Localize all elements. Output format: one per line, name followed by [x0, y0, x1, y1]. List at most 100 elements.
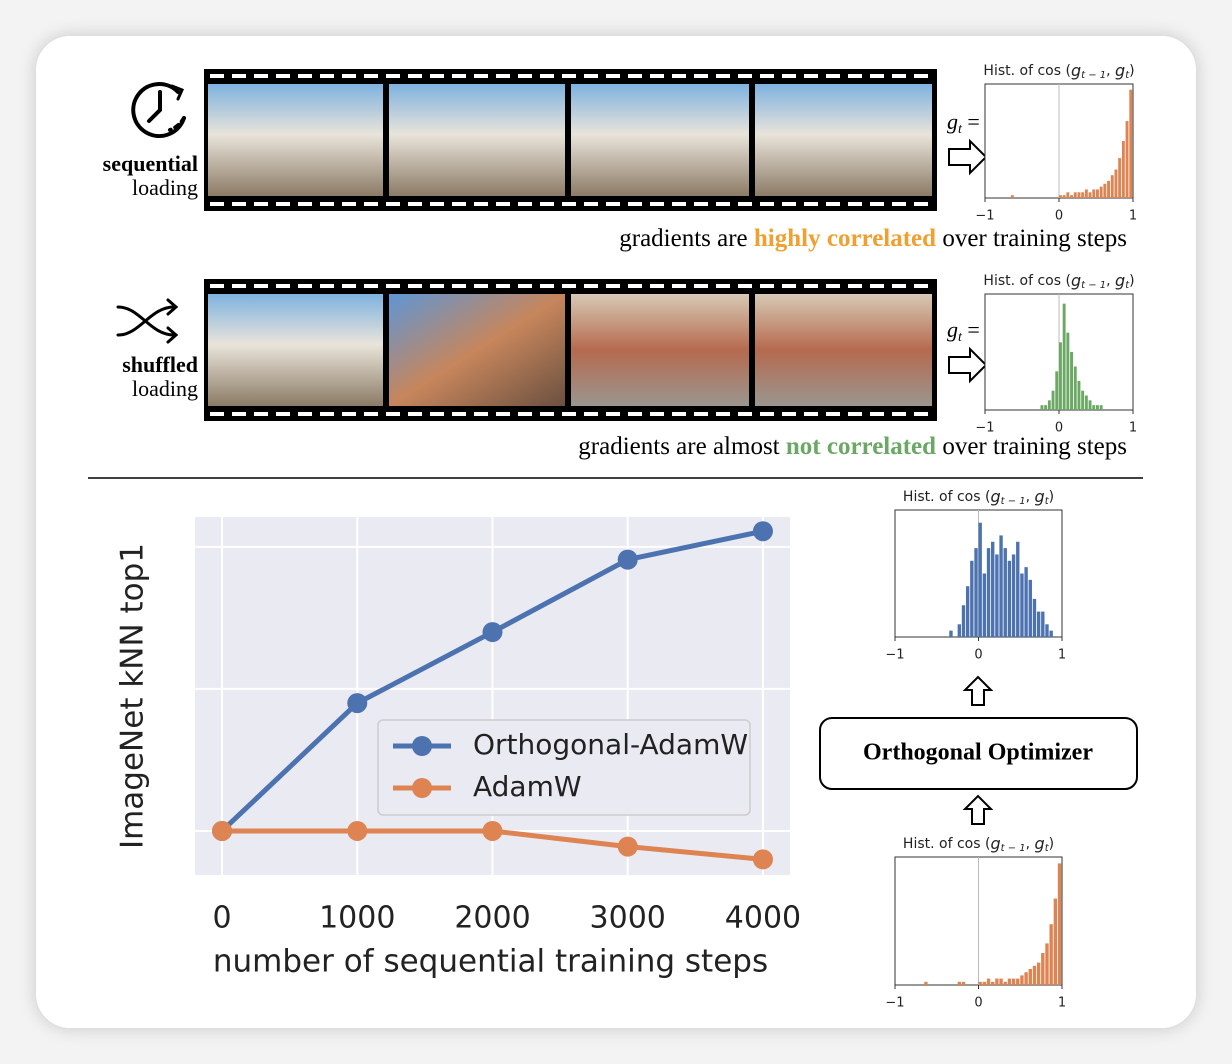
hist-bar [924, 981, 928, 985]
hist-bar [1103, 183, 1107, 198]
x-tick-label: 3000 [590, 901, 666, 936]
hist-title-part: ) [1129, 63, 1134, 79]
hist-bar [1010, 195, 1014, 198]
optimizer-box [819, 717, 1138, 790]
x-tick-label: 1 [1129, 209, 1137, 224]
hist-bar [957, 981, 961, 985]
hist-bar [1081, 390, 1085, 410]
hist-title-part: , [1106, 63, 1115, 79]
hist-bar [991, 981, 995, 985]
hist-bar [1077, 381, 1081, 410]
arrow [948, 138, 988, 176]
caption: gradients are highly correlated over tra… [619, 225, 1127, 252]
hist-bar [957, 624, 961, 637]
legend-swatch [412, 736, 432, 756]
x-tick-label: 1 [1058, 996, 1066, 1011]
hist-bar [1032, 965, 1037, 985]
hist-bar [1114, 169, 1118, 198]
x-tick-label: 0 [212, 901, 231, 936]
hist-bar [1003, 548, 1007, 637]
x-tick-label: 0 [1055, 209, 1063, 224]
caption-text: over training steps [936, 433, 1127, 460]
hist-bar [1028, 969, 1032, 985]
hist-bar [1047, 400, 1051, 410]
formula-part: t [958, 122, 963, 137]
hist-title-part: g [1035, 834, 1045, 853]
hist-bar [1016, 978, 1020, 985]
y-axis-label: ImageNet kNN top1 [115, 543, 151, 849]
row-loading: loading [132, 175, 198, 200]
x-tick-label: 0 [974, 648, 982, 663]
hist-bar [1045, 943, 1049, 985]
hist-title-part: g [990, 834, 1000, 853]
formula-part: g [947, 317, 958, 342]
caption-text: over training steps [936, 225, 1127, 252]
hist-bar [1051, 390, 1055, 410]
data-point [347, 820, 368, 841]
hist-bar [1011, 554, 1016, 637]
hist-bar [1070, 195, 1073, 198]
hist-bar [1059, 342, 1062, 410]
hist-title-part: g [1115, 61, 1125, 80]
hist-bar [1084, 395, 1088, 410]
hist-bar [1016, 541, 1020, 637]
x-tick-label: 0 [974, 996, 982, 1011]
hist-bar [1007, 560, 1012, 637]
hist-bar [982, 573, 987, 637]
x-tick-label: −1 [885, 648, 904, 663]
data-point [482, 622, 503, 643]
hist-bar [1088, 192, 1092, 198]
hist-bar [986, 978, 991, 985]
hist-bar [970, 560, 974, 637]
photo [571, 84, 749, 196]
hist-bar [1045, 624, 1049, 637]
row-mode: shuffled [122, 352, 198, 377]
x-tick-label: 1 [1058, 648, 1066, 663]
hist-bar [1099, 186, 1103, 198]
hist-bar [1070, 352, 1073, 410]
hist-bar [1053, 898, 1058, 985]
photo [208, 84, 383, 196]
hist-bar [1118, 158, 1122, 198]
hist-bar [1096, 405, 1099, 410]
caption: gradients are almost not correlated over… [578, 433, 1127, 460]
hist-title-part: t − 1 [1001, 843, 1026, 854]
hist-bar [1066, 332, 1070, 410]
hist-bar [1110, 175, 1114, 198]
x-axis-label: number of sequential training steps [213, 944, 768, 980]
hist-bar [1055, 371, 1059, 410]
film-strips [204, 69, 937, 421]
hist-bar [991, 541, 995, 637]
formula-part: t [958, 330, 963, 345]
hist-title-part: Hist. of cos ( [983, 63, 1071, 79]
hist-bar [1007, 978, 1012, 985]
hist-bar [961, 981, 966, 985]
photo [208, 294, 383, 406]
legend-label: Orthogonal-AdamW [473, 728, 748, 761]
hist-bar [999, 978, 1003, 985]
hist-title: Hist. of cos (gt − 1, gt) [903, 487, 1054, 508]
hist-bar [1032, 598, 1037, 637]
hist-bar [1077, 192, 1081, 198]
hist-bar [1049, 924, 1053, 985]
photo [571, 294, 749, 406]
hist-title: Hist. of cos (gt − 1, gt) [983, 271, 1134, 292]
hist-title-part: g [990, 487, 1000, 506]
hist-title-part: ) [1049, 489, 1054, 505]
caption-highlight: highly correlated [754, 225, 936, 252]
hist-bar [1020, 573, 1024, 637]
hist-title: Hist. of cos (gt − 1, gt) [983, 61, 1134, 82]
caption-highlight: not correlated [786, 433, 936, 460]
hist-bar [1049, 630, 1053, 637]
hist-title-part: ) [1129, 273, 1134, 289]
hist-bar [1036, 962, 1041, 985]
hist-bar [978, 981, 982, 985]
hist-bar [1041, 611, 1045, 637]
hist-bar [1062, 195, 1066, 198]
data-point [617, 549, 638, 570]
arrow [948, 346, 988, 384]
data-point [617, 836, 638, 857]
hist-title-part: Hist. of cos ( [903, 836, 991, 852]
